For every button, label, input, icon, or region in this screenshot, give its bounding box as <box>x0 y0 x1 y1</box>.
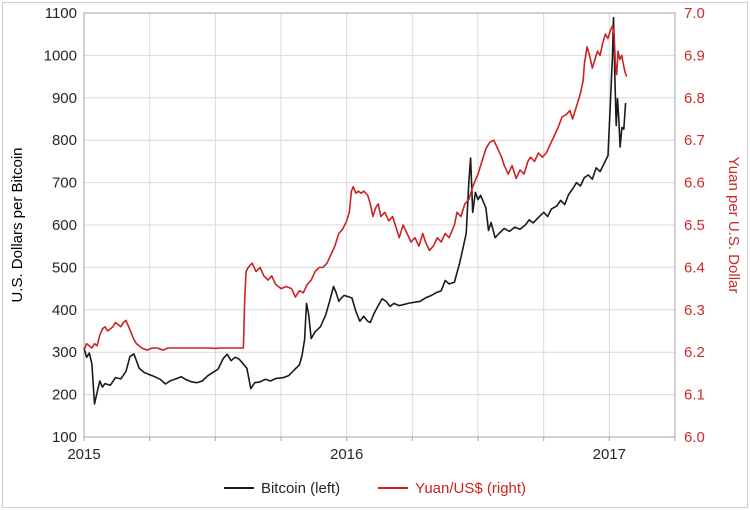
svg-text:6.5: 6.5 <box>684 217 705 234</box>
svg-text:2015: 2015 <box>67 446 100 463</box>
x-axis-tick-marks <box>83 437 676 441</box>
svg-text:800: 800 <box>52 132 77 149</box>
bitcoin-line-swatch <box>223 487 254 489</box>
svg-text:6.9: 6.9 <box>684 47 705 64</box>
left-axis-title: U.S. Dollars per Bitcoin <box>9 147 26 302</box>
svg-text:2016: 2016 <box>330 446 363 463</box>
svg-text:6.7: 6.7 <box>684 132 705 149</box>
svg-text:1100: 1100 <box>45 5 77 22</box>
svg-text:2017: 2017 <box>593 446 626 463</box>
svg-text:7.0: 7.0 <box>684 5 705 22</box>
svg-text:6.6: 6.6 <box>684 175 705 192</box>
yuan-line-swatch <box>378 487 409 489</box>
svg-text:6.2: 6.2 <box>684 344 705 361</box>
svg-text:300: 300 <box>52 344 77 361</box>
legend: Bitcoin (left) Yuan/US$ (right) <box>0 476 750 500</box>
svg-text:200: 200 <box>52 387 77 404</box>
legend-label-bitcoin: Bitcoin (left) <box>260 479 341 497</box>
svg-text:6.4: 6.4 <box>684 259 705 276</box>
left-axis-tick-labels: 100 200 300 400 500 600 700 800 900 1000 1100 <box>44 5 77 446</box>
svg-text:600: 600 <box>52 217 77 234</box>
legend-label-yuan: Yuan/US$ (right) <box>415 479 527 497</box>
svg-text:6.1: 6.1 <box>684 387 705 404</box>
x-axis-tick-labels: 2015 2016 2017 <box>67 446 626 463</box>
svg-text:500: 500 <box>52 259 77 276</box>
svg-text:100: 100 <box>52 429 77 446</box>
svg-text:1000: 1000 <box>44 47 77 64</box>
svg-text:700: 700 <box>52 175 77 192</box>
svg-text:6.8: 6.8 <box>684 90 705 107</box>
svg-text:900: 900 <box>52 90 77 107</box>
svg-text:6.0: 6.0 <box>684 429 705 446</box>
legend-item-bitcoin: Bitcoin (left) <box>223 479 341 497</box>
plot-border <box>83 12 676 438</box>
svg-text:400: 400 <box>52 302 77 319</box>
bitcoin-price-line <box>83 16 627 405</box>
gridlines <box>83 12 676 438</box>
right-axis-tick-labels: 6.0 6.1 6.2 6.3 6.4 6.5 6.6 6.7 6.8 6.9 7.0 <box>684 5 705 446</box>
yuan-exchange-rate-line <box>83 24 628 351</box>
right-axis-title: Yuan per U.S. Dollar <box>725 157 742 294</box>
legend-item-yuan: Yuan/US$ (right) <box>378 480 526 497</box>
svg-text:6.3: 6.3 <box>684 302 705 319</box>
